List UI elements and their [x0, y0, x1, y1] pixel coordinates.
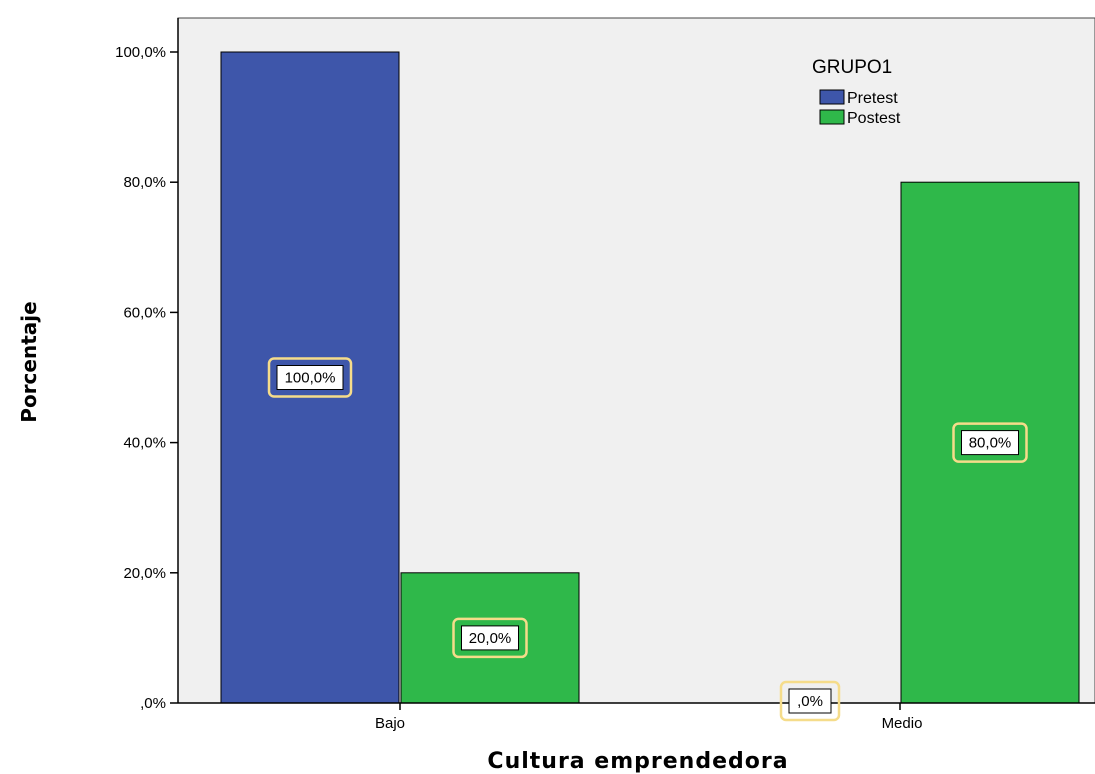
y-tick-label: 100,0%: [115, 44, 166, 61]
data-label-box: [461, 625, 519, 651]
data-label: 80,0%: [952, 422, 1028, 463]
y-tick-label: 80,0%: [123, 174, 166, 191]
data-label: 100,0%: [267, 357, 353, 398]
x-axis-title: Cultura emprendedora: [487, 749, 788, 774]
y-tick-label: 40,0%: [123, 435, 166, 452]
y-tick-label: 60,0%: [123, 304, 166, 321]
data-label-frame: [779, 680, 841, 722]
y-ticks: ,0% 20,0% 40,0% 60,0% 80,0% 100,0%: [115, 44, 178, 712]
data-label-text: 80,0%: [969, 435, 1012, 452]
legend-swatch-pretest: [819, 89, 845, 105]
data-label-box: [961, 430, 1019, 456]
data-label-text: 100,0%: [285, 370, 336, 387]
data-label-frame: [452, 617, 528, 659]
legend-items: Pretest Postest: [819, 89, 901, 127]
data-label-frame: [267, 357, 353, 398]
x-categories: Bajo Medio: [375, 703, 922, 732]
data-label-box: [788, 688, 832, 714]
y-tick-label: 20,0%: [123, 565, 166, 582]
data-label: ,0%: [779, 680, 841, 722]
axis-layer: [177, 18, 1095, 704]
legend-swatch-postest: [819, 109, 845, 125]
y-axis-title: Porcentaje: [17, 301, 41, 422]
legend-label-postest: Postest: [847, 110, 901, 127]
data-labels: 100,0% 20,0% ,0% 80,0%: [267, 357, 1028, 722]
legend-label-pretest: Pretest: [847, 90, 898, 107]
legend: GRUPO1 Pretest Postest: [812, 57, 901, 127]
data-label: 20,0%: [452, 617, 528, 659]
x-category-label: Bajo: [375, 715, 405, 732]
data-label-box: [276, 365, 344, 390]
data-label-text: ,0%: [797, 693, 823, 710]
y-tick-label: ,0%: [140, 695, 166, 712]
data-label-text: 20,0%: [469, 630, 512, 647]
legend-title: GRUPO1: [812, 57, 892, 78]
data-label-frame: [952, 422, 1028, 463]
x-category-label: Medio: [882, 715, 923, 732]
